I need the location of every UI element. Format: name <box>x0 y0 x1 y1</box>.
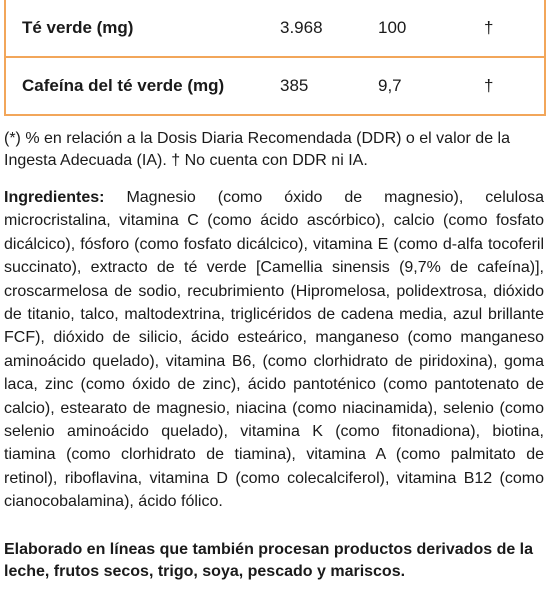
nutrient-percent: 100 <box>378 18 407 37</box>
nutrient-amount: 385 <box>280 76 309 95</box>
nutrient-percent: 9,7 <box>378 76 402 95</box>
footnote: (*) % en relación a la Dosis Diaria Reco… <box>4 130 510 169</box>
ingredients-paragraph: Ingredientes: Magnesio (como óxido de ma… <box>4 186 544 514</box>
table-row: Té verde (mg) 3.968 100 † <box>6 0 544 58</box>
dagger-mark: † <box>484 18 494 37</box>
table-row: Cafeína del té verde (mg) 385 9,7 † <box>6 58 544 114</box>
nutrient-name: Cafeína del té verde (mg) <box>22 76 225 95</box>
ingredients-label: Ingredientes: <box>4 189 105 206</box>
nutrient-name: Té verde (mg) <box>22 18 134 37</box>
nutrition-table: Té verde (mg) 3.968 100 † Cafeína del té… <box>4 0 546 116</box>
dagger-mark: † <box>484 76 494 95</box>
allergen-statement: Elaborado en líneas que también procesan… <box>4 541 534 580</box>
nutrient-amount: 3.968 <box>280 18 323 37</box>
ingredients-text: Magnesio (como óxido de magnesio), celul… <box>4 189 544 511</box>
